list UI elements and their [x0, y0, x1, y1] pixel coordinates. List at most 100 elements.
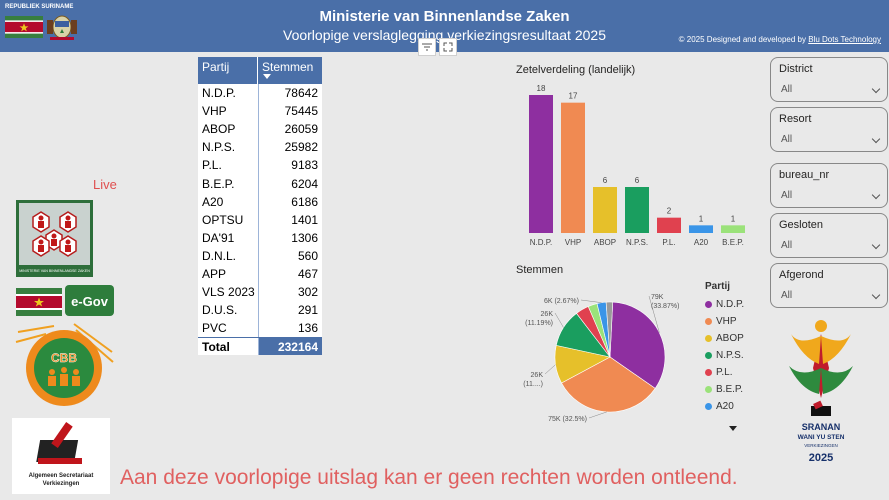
slicer-gesloten[interactable]: Gesloten All [770, 213, 888, 258]
sranan-line2: WANI YU STEN [798, 434, 845, 441]
bar-B.E.P.[interactable] [721, 225, 745, 233]
table-row[interactable]: OPTSU 1401 [198, 210, 322, 229]
bar-category-label: A20 [694, 238, 709, 247]
bar-category-label: ABOP [594, 238, 616, 247]
egov-label: e-Gov [71, 294, 109, 309]
slicer-label: Resort [779, 113, 812, 125]
slicer-afgerond[interactable]: Afgerond All [770, 263, 888, 308]
filter-icon[interactable] [418, 38, 436, 56]
chevron-down-icon[interactable] [871, 134, 881, 144]
legend-label: A20 [716, 401, 734, 412]
table-row[interactable]: APP 467 [198, 264, 322, 284]
developer-link[interactable]: Blu Dots Technology [808, 35, 881, 44]
suriname-flag-icon [5, 16, 43, 38]
asv-logo[interactable]: Algemeen Secretariaat Verkiezingen [12, 418, 110, 494]
votes-table: Partij Stemmen N.D.P. 78642 VHP 75445 ABOP 26… [198, 57, 322, 356]
legend-swatch [705, 386, 712, 393]
ministry-logo[interactable]: MINISTERIE VAN BINNENLANDSE ZAKEN [16, 200, 93, 277]
legend-item[interactable]: A20 [705, 398, 744, 415]
pie-data-label: (11.19%) [525, 320, 553, 327]
sort-descending-icon[interactable] [263, 74, 271, 79]
table-total-row: Total 232164 [198, 337, 322, 356]
cbb-logo[interactable]: CBB [14, 322, 114, 408]
table-row[interactable]: PVC 136 [198, 319, 322, 338]
table-row[interactable]: N.D.P. 78642 [198, 84, 322, 103]
legend-scroll-down-icon[interactable] [729, 426, 737, 431]
party-cell: ABOP [198, 120, 259, 139]
slicer-resort[interactable]: Resort All [770, 107, 888, 152]
chevron-down-icon[interactable] [871, 84, 881, 94]
bar-value-label: 6 [603, 176, 608, 185]
bar-N.D.P.[interactable] [529, 95, 553, 233]
bar-value-label: 1 [699, 214, 704, 223]
party-cell: D.N.L. [198, 246, 259, 265]
legend-label: N.P.S. [716, 350, 744, 361]
copyright-prefix: © 2025 Designed and developed by [678, 35, 809, 44]
votes-cell: 560 [297, 248, 318, 263]
table-row[interactable]: ABOP 26059 [198, 120, 322, 139]
slicer-value[interactable]: All [781, 240, 793, 251]
slicer-value[interactable]: All [781, 190, 793, 201]
party-cell: DA'91 [198, 228, 259, 247]
bar-N.P.S.[interactable] [625, 187, 649, 233]
legend-label: B.E.P. [716, 384, 744, 395]
bar-A20[interactable] [689, 225, 713, 233]
legend-item[interactable]: B.E.P. [705, 381, 744, 398]
pie-slice-Other[interactable] [605, 301, 614, 358]
table-row[interactable]: VHP 75445 [198, 102, 322, 121]
slicer-value[interactable]: All [781, 134, 793, 145]
party-cell: P.L. [198, 156, 259, 175]
pie-data-label: 79K [651, 294, 664, 301]
slicer-bureau-nr[interactable]: bureau_nr All [770, 163, 888, 208]
focus-mode-icon[interactable] [439, 38, 457, 56]
party-cell: VLS 2023 [198, 283, 259, 302]
bar-ABOP[interactable] [593, 187, 617, 233]
table-row[interactable]: VLS 2023 302 [198, 283, 322, 302]
legend-item[interactable]: ABOP [705, 330, 744, 347]
pie-slice-N.D.P.[interactable] [609, 301, 666, 389]
slicer-value[interactable]: All [781, 84, 793, 95]
pie-leader-line [544, 364, 556, 375]
table-row[interactable]: DA'91 1306 [198, 228, 322, 247]
votes-cell: 78642 [284, 86, 318, 101]
page-title: Ministerie van Binnenlandse Zaken [319, 8, 570, 25]
table-row[interactable]: P.L. 9183 [198, 156, 322, 175]
seat-distribution-chart[interactable]: 18 N.D.P. 17 VHP 6 ABOP 6 N.P.S. 2 P.L. 1 A20 1 B.E.P… [515, 78, 755, 253]
votes-cell: 1306 [291, 230, 318, 245]
pie-data-label: (11....) [523, 381, 543, 388]
slicer-label: Gesloten [779, 219, 824, 231]
pie-data-label: 6K (2.67%) [544, 298, 579, 305]
bar-P.L.[interactable] [657, 217, 681, 233]
asv-caption: Algemeen Secretariaat Verkiezingen [28, 473, 94, 487]
legend-item[interactable]: VHP [705, 313, 744, 330]
table-row[interactable]: A20 6186 [198, 192, 322, 211]
legend-swatch [705, 335, 712, 342]
chevron-down-icon[interactable] [871, 190, 881, 200]
table-row[interactable]: D.U.S. 291 [198, 301, 322, 320]
legend-item[interactable]: N.D.P. [705, 296, 744, 313]
party-cell: A20 [198, 192, 259, 211]
votes-pie-chart[interactable]: 79K (33.87%) 75K (32.5%) 26K (11....) 26K (11.… [515, 285, 685, 430]
votes-cell: 26059 [284, 122, 318, 137]
chevron-down-icon[interactable] [871, 290, 881, 300]
egov-logo[interactable]: e-Gov [16, 285, 114, 316]
column-header-votes[interactable]: Stemmen [258, 57, 322, 84]
table-row[interactable]: D.N.L. 560 [198, 246, 322, 265]
legend-item[interactable]: N.P.S. [705, 347, 744, 364]
header-bar: REPUBLIEK SURINAME Ministerie van Binnen… [0, 0, 889, 52]
slicer-district[interactable]: District All [770, 57, 888, 102]
chevron-down-icon[interactable] [871, 240, 881, 250]
slicer-value[interactable]: All [781, 290, 793, 301]
table-body: N.D.P. 78642 VHP 75445 ABOP 26059 N.P.S. 25982 P… [198, 84, 322, 338]
pie-data-label: (33.87%) [651, 303, 679, 310]
table-row[interactable]: N.P.S. 25982 [198, 138, 322, 157]
column-header-party[interactable]: Partij [198, 57, 258, 84]
coat-of-arms-icon [47, 15, 77, 40]
visual-header-icons [418, 38, 457, 56]
pie-chart-title: Stemmen [516, 264, 564, 276]
legend-item[interactable]: P.L. [705, 364, 744, 381]
republic-label: REPUBLIEK SURINAME [5, 4, 74, 10]
bar-VHP[interactable] [561, 102, 585, 234]
table-row[interactable]: B.E.P. 6204 [198, 174, 322, 193]
votes-cell: 9183 [291, 158, 318, 173]
